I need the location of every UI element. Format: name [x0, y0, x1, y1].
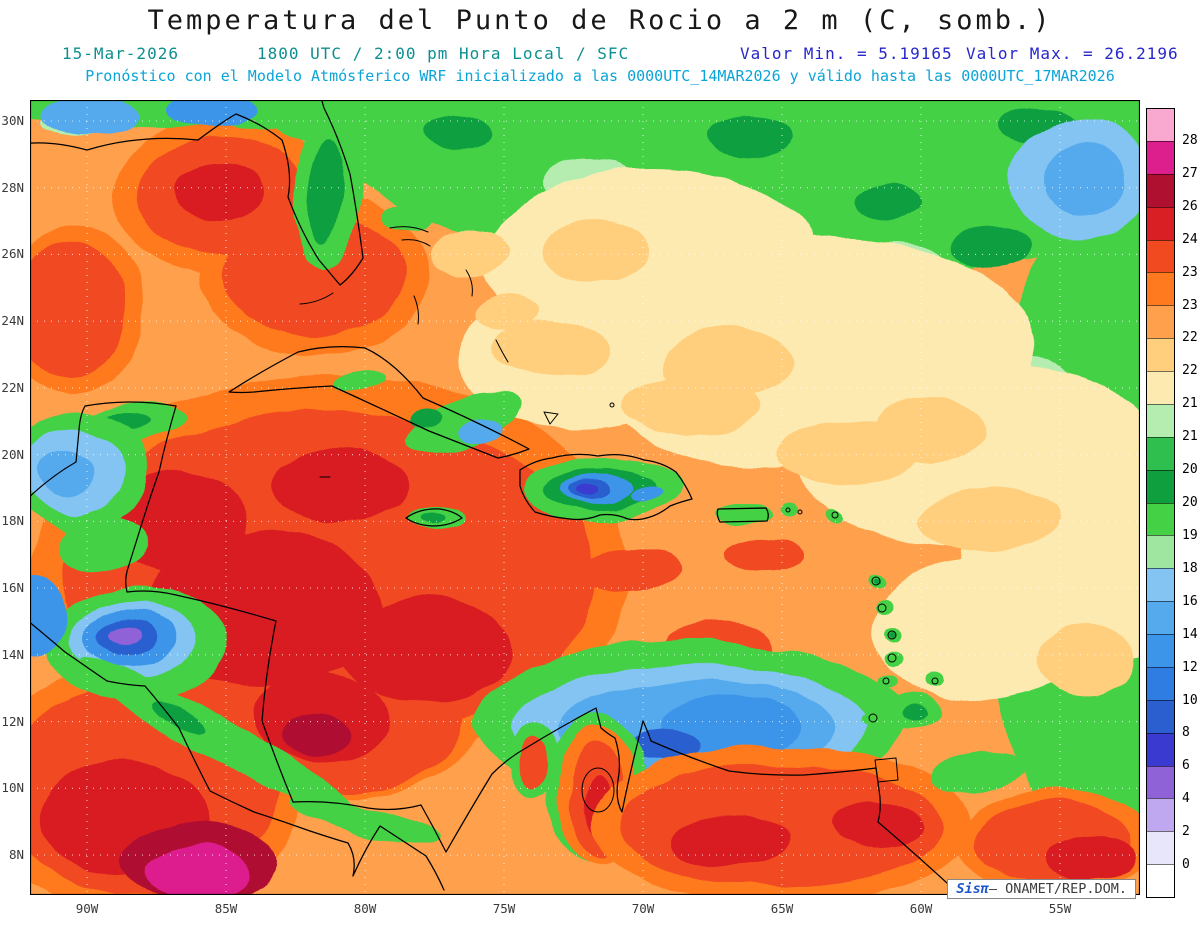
lat-tick-label: 30N [1, 113, 24, 128]
lat-tick-label: 20N [1, 446, 24, 462]
colorbar-tick-label: 24.5 [1182, 231, 1200, 247]
colorbar-segment [1147, 173, 1174, 207]
colorbar-tick-label: 21.5 [1182, 396, 1200, 412]
map-frame [30, 100, 1140, 895]
lon-tick-label: 60W [909, 901, 933, 916]
lon-axis: 90W 85W 80W 75W 70W 65W 60W 55W [30, 899, 1140, 921]
colorbar-tick-label: 0 [1182, 857, 1190, 873]
colorbar-tick-label: 22.5 [1182, 330, 1200, 346]
lat-tick-label: 12N [1, 713, 24, 729]
colorbar-segment [1147, 699, 1174, 733]
map-area: Sisπ– ONAMET/REP.DOM. [30, 100, 1140, 899]
colorbar-segment [1147, 338, 1174, 371]
colorbar-segment [1147, 436, 1174, 470]
colorbar-segment [1147, 206, 1174, 240]
colorbar-segment [1147, 864, 1174, 897]
colorbar-segment [1147, 272, 1174, 306]
colorbar-segment [1147, 469, 1174, 503]
watermark-org: – ONAMET/REP.DOM. [988, 881, 1127, 897]
lon-tick-label: 55W [1048, 901, 1072, 916]
colorbar-segment [1147, 798, 1174, 832]
model-info-line: Pronóstico con el Modelo Atmósferico WRF… [85, 67, 1115, 85]
colorbar-segment [1147, 239, 1174, 273]
lat-tick-label: 22N [1, 379, 24, 395]
colorbar-tick-label: 22 [1182, 363, 1198, 379]
colorbar-segment [1147, 666, 1174, 700]
lon-tick-label: 85W [214, 901, 238, 916]
colorbar-tick-label: 8 [1182, 725, 1190, 741]
colorbar-segment [1147, 109, 1174, 141]
lat-tick-label: 24N [1, 313, 24, 329]
lon-tick-label: 75W [492, 901, 516, 916]
lat-tick-label: 16N [1, 580, 24, 596]
lon-tick-label: 90W [75, 901, 99, 916]
value-max-label: Valor Max. = 26.2196 [966, 44, 1179, 63]
colorbar-segment [1147, 403, 1174, 437]
lat-tick-label: 10N [1, 780, 24, 796]
grid-lines [30, 100, 1140, 895]
colorbar-segment [1147, 502, 1174, 536]
colorbar-segment [1147, 568, 1174, 602]
colorbar-tick-label: 2 [1182, 824, 1190, 840]
colorbar-tick-label: 18 [1182, 560, 1198, 576]
lon-tick-label: 70W [631, 901, 655, 916]
colorbar-tick-label: 4 [1182, 791, 1190, 807]
lon-tick-label: 65W [770, 901, 794, 916]
colorbar-tick-label: 20.5 [1182, 462, 1200, 478]
colorbar-segment [1147, 305, 1174, 339]
watermark: Sisπ– ONAMET/REP.DOM. [947, 879, 1136, 899]
colorbar-tick-label: 10 [1182, 692, 1198, 708]
colorbar-tick-label: 28 [1182, 132, 1198, 148]
coastlines [30, 100, 961, 895]
watermark-brand: Sisπ [956, 881, 989, 897]
colorbar-segment [1147, 140, 1174, 174]
lat-tick-label: 14N [1, 646, 24, 662]
colorbar-tick-label: 19 [1182, 527, 1198, 543]
valid-time: 1800 UTC / 2:00 pm Hora Local / SFC [257, 44, 630, 63]
colorbar-segment [1147, 831, 1174, 865]
colorbar-segment [1147, 634, 1174, 667]
colorbar-tick-label: 21 [1182, 429, 1198, 445]
colorbar-tick-label: 23 [1182, 297, 1198, 313]
value-min-label: Valor Min. = 5.19165 [740, 44, 953, 63]
colorbar-segment [1147, 732, 1174, 766]
colorbar-tick-label: 27 [1182, 165, 1198, 181]
colorbar-segment [1147, 535, 1174, 569]
colorbar-tick-label: 20 [1182, 495, 1198, 510]
colorbar-segment [1147, 601, 1174, 634]
colorbar-labels: 0 2 4 6 8 10 12 14 16 18 19 20 20.5 21 21.5 22 22.5 23 23.… [1182, 108, 1200, 898]
colorbar-tick-label: 23.5 [1182, 264, 1200, 280]
lat-tick-label: 8N [8, 847, 24, 863]
colorbar-segment [1147, 765, 1174, 799]
lat-tick-label: 18N [1, 513, 24, 529]
contour-fill-layer [30, 100, 1140, 895]
colorbar-tick-label: 26 [1182, 198, 1198, 214]
lat-tick-label: 28N [1, 179, 24, 195]
colorbar-segment [1147, 371, 1174, 404]
colorbar-tick-label: 6 [1182, 758, 1190, 774]
lat-axis: 30N 28N 26N 24N 22N 20N 18N 16N 14N 12N 10N 8N [0, 100, 26, 895]
lon-tick-label: 80W [353, 901, 377, 916]
lat-tick-label: 26N [1, 246, 24, 262]
colorbar-tick-label: 14 [1182, 626, 1198, 642]
subtitle-row: 15-Mar-2026 1800 UTC / 2:00 pm Hora Loca… [0, 44, 1200, 64]
page-title: Temperatura del Punto de Rocio a 2 m (C,… [147, 5, 1053, 36]
dewpoint-contour-map [30, 100, 1140, 895]
colorbar-tick-label: 12 [1182, 659, 1198, 675]
forecast-date: 15-Mar-2026 [62, 44, 179, 63]
colorbar-tick-label: 16 [1182, 593, 1198, 609]
colorbar [1146, 108, 1175, 898]
